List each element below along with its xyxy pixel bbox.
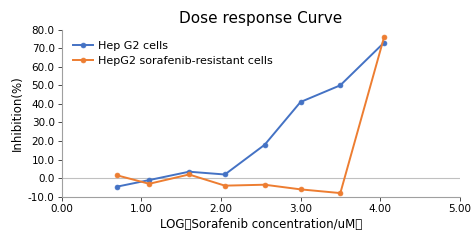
HepG2 sorafenib-resistant cells — [337, 192, 343, 195]
HepG2 sorafenib-resistant cells — [381, 35, 387, 38]
Title: Dose response Curve: Dose response Curve — [179, 11, 342, 26]
Hep G2 cells — [262, 143, 267, 146]
HepG2 sorafenib-resistant cells — [262, 183, 267, 186]
Y-axis label: Inhibition(%): Inhibition(%) — [11, 75, 24, 151]
Line: Hep G2 cells: Hep G2 cells — [115, 40, 387, 189]
HepG2 sorafenib-resistant cells — [115, 174, 120, 177]
Legend: Hep G2 cells, HepG2 sorafenib-resistant cells: Hep G2 cells, HepG2 sorafenib-resistant … — [71, 38, 275, 68]
Hep G2 cells — [146, 179, 152, 182]
X-axis label: LOG（Sorafenib concentration/uM）: LOG（Sorafenib concentration/uM） — [160, 218, 362, 231]
Hep G2 cells — [337, 84, 343, 87]
Hep G2 cells — [298, 101, 303, 104]
HepG2 sorafenib-resistant cells — [298, 188, 303, 191]
Hep G2 cells — [186, 170, 192, 173]
Hep G2 cells — [115, 185, 120, 188]
HepG2 sorafenib-resistant cells — [146, 182, 152, 185]
Hep G2 cells — [381, 41, 387, 44]
HepG2 sorafenib-resistant cells — [222, 184, 228, 187]
HepG2 sorafenib-resistant cells — [186, 173, 192, 176]
Hep G2 cells — [222, 173, 228, 176]
Line: HepG2 sorafenib-resistant cells: HepG2 sorafenib-resistant cells — [115, 34, 387, 196]
